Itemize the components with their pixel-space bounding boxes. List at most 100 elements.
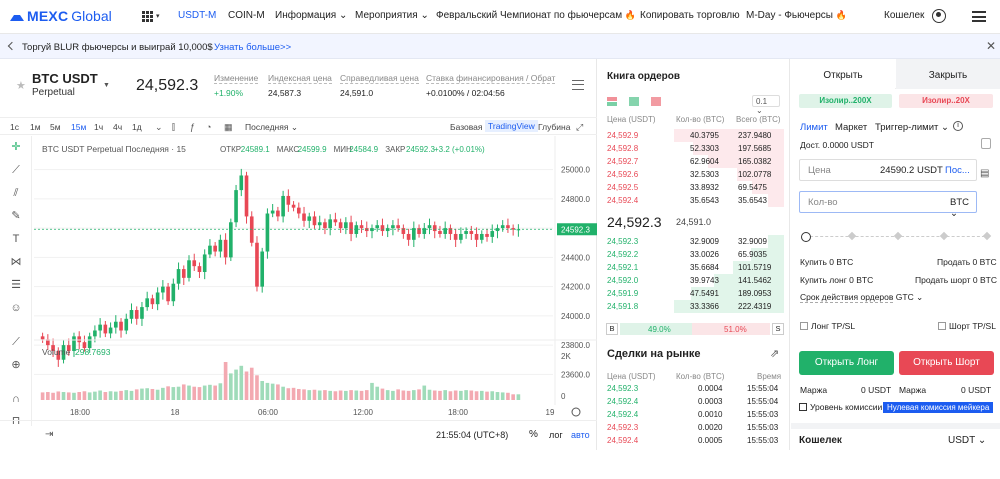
open-short-button[interactable]: Открыть Шорт [899,351,994,375]
close-icon[interactable]: ✕ [986,39,997,53]
candles-icon[interactable]: ⫿ [172,122,175,132]
symbol-name[interactable]: BTC USDT [32,71,98,86]
timeframe-1h[interactable]: 1ч [94,122,104,132]
bid-row[interactable]: 24,592.1 35.6684 101.5719 [598,261,790,274]
timeframe-5m[interactable]: 5м [50,122,61,132]
banner-link[interactable]: Узнать больше>> [214,42,292,53]
slider-knob[interactable] [801,232,811,242]
timeframe-15m[interactable]: 15м [71,122,87,132]
ask-row[interactable]: 24,592.4 35.6543 35.6543 [598,194,790,207]
bid-row[interactable]: 24,591.8 33.3366 222.4319 [598,300,790,313]
text-tool-icon[interactable]: T [12,233,20,245]
order-type-market[interactable]: Маркет [835,122,868,133]
last-price-button[interactable]: Пос... [945,165,970,176]
auto-scale-toggle[interactable]: авто [571,430,590,440]
nav-coin-m[interactable]: COIN-M [228,10,265,21]
tab-close[interactable]: Закрыть [896,59,1000,89]
indicators-icon[interactable]: ƒ [190,122,196,132]
long-leverage-button[interactable]: Изолир..200X [799,94,892,108]
lock-icon[interactable]: ⊓ [11,415,21,427]
timeframe-1m[interactable]: 1м [30,122,41,132]
nav-championship[interactable]: Февральский Чемпионат по фьючерсам 🔥 [436,10,636,21]
apps-grid-icon[interactable] [142,11,153,22]
candle-body [129,310,134,319]
bid-row[interactable]: 24,591.9 47.5491 189.0953 [598,287,790,300]
timeframe-1s[interactable]: 1с [10,122,19,132]
tab-open[interactable]: Открыть [791,59,895,89]
time-in-force[interactable]: Срок действия ордеров GTC ⌄ [800,292,923,303]
settings-sliders-icon[interactable] [572,80,584,90]
log-scale-toggle[interactable]: лог [549,430,563,440]
price-chart[interactable]: 25000.024800.024600.024400.024200.024000… [0,59,597,479]
timeframe-4h[interactable]: 4ч [113,122,123,132]
fee-checkbox[interactable] [799,403,807,411]
nav-events[interactable]: Мероприятия ⌄ [355,10,429,21]
transfer-icon[interactable] [981,138,991,149]
favorite-star-icon[interactable]: ★ [16,80,26,92]
ask-row[interactable]: 24,592.8 52.3303 197.5685 [598,142,790,155]
volume-bar [286,388,291,400]
user-icon[interactable] [932,9,946,23]
ask-row[interactable]: 24,592.5 33.8932 69.5475 [598,181,790,194]
nav-usdt-m[interactable]: USDT-M [178,10,217,21]
view-basic[interactable]: Базовая [450,122,483,132]
trend-line-icon[interactable]: ⟋ [12,164,20,176]
long-tpsl-checkbox[interactable]: Лонг TP/SL [800,321,855,331]
slider-tick[interactable] [939,231,949,241]
checkbox-box[interactable] [938,322,946,330]
order-type-limit[interactable]: Лимит [800,122,828,133]
slider-tick[interactable] [847,231,857,241]
brush-icon[interactable]: ✎ [11,210,21,222]
menu-icon[interactable] [972,11,986,22]
ask-row[interactable]: 24,592.9 40.3795 237.9480 [598,129,790,142]
timeframe-1d[interactable]: 1д [132,122,142,132]
checkbox-box[interactable] [800,322,808,330]
wallet-currency-select[interactable]: USDT ⌄ [948,435,986,446]
calculator-icon[interactable]: ▤ [980,168,990,179]
wallet-link[interactable]: Кошелек [884,10,925,21]
ask-row[interactable]: 24,592.7 62.9604 165.0382 [598,155,790,168]
layout-icon[interactable]: ▦ [224,122,233,132]
bid-row[interactable]: 24,592.3 32.9009 32.9009 [598,235,790,248]
fullscreen-icon[interactable]: ⤢ [576,122,584,132]
price-source-select[interactable]: Последняя ⌄ [245,122,298,133]
info-icon[interactable]: i [953,121,963,131]
nav-copy-trading[interactable]: Копировать торговлю [640,10,740,21]
slider-tick[interactable] [982,231,992,241]
open-long-button[interactable]: Открыть Лонг [799,351,894,375]
gauge-icon[interactable]: ◔ [206,122,212,132]
nav-mday[interactable]: M-Day - Фьючерсы 🔥 [746,10,847,21]
parallel-lines-icon[interactable]: ⫽ [13,187,19,199]
order-type-trigger[interactable]: Триггер-лимит ⌄ [875,122,949,133]
nav-info[interactable]: Информация ⌄ [275,10,347,21]
ask-row[interactable]: 24,592.6 32.5303 102.0778 [598,168,790,181]
view-tradingview[interactable]: TradingView [485,120,538,132]
short-tpsl-checkbox[interactable]: Шорт TP/SL [938,321,996,331]
emoji-icon[interactable]: ☺ [10,302,22,314]
quantity-field[interactable]: Кол-во BTC ⌄ [799,191,977,219]
book-bids-icon[interactable] [629,97,639,106]
chevron-down-icon[interactable]: ⌄ [155,122,163,132]
bid-row[interactable]: 24,592.2 33.0026 65.9035 [598,248,790,261]
short-leverage-button[interactable]: Изолир..20X [899,94,993,108]
precision-select[interactable]: 0.1 ⌄ [752,95,780,115]
book-asks-icon[interactable] [651,97,661,106]
price-field[interactable]: Цена 24590.2 USDT Пос... [799,159,977,181]
pattern-icon[interactable]: ⋈ [10,256,22,268]
fibonacci-icon[interactable]: ☰ [11,279,21,291]
crosshair-icon[interactable]: ✛ [11,141,21,153]
slider-tick[interactable] [893,231,903,241]
trend-chart-icon[interactable]: ⇗ [770,348,780,360]
quantity-unit[interactable]: BTC ⌄ [950,197,976,219]
promo-banner: Торгуй BLUR фьючерсы и выиграй 10,000$ У… [0,34,1000,59]
bid-row[interactable]: 24,592.0 39.9743 141.5462 [598,274,790,287]
view-depth[interactable]: Глубина [538,122,571,132]
chevron-down-icon[interactable]: ▼ [103,82,110,89]
mexc-logo[interactable]: MEXC Global [10,8,112,24]
date-range-icon[interactable]: ⇥ [45,429,54,440]
percent-scale-toggle[interactable]: % [529,429,538,440]
ruler-icon[interactable]: ⟋ [12,336,20,348]
magnet-icon[interactable]: ∩ [12,393,20,405]
zoom-icon[interactable]: ⊕ [11,359,21,371]
book-both-icon[interactable] [607,97,617,106]
